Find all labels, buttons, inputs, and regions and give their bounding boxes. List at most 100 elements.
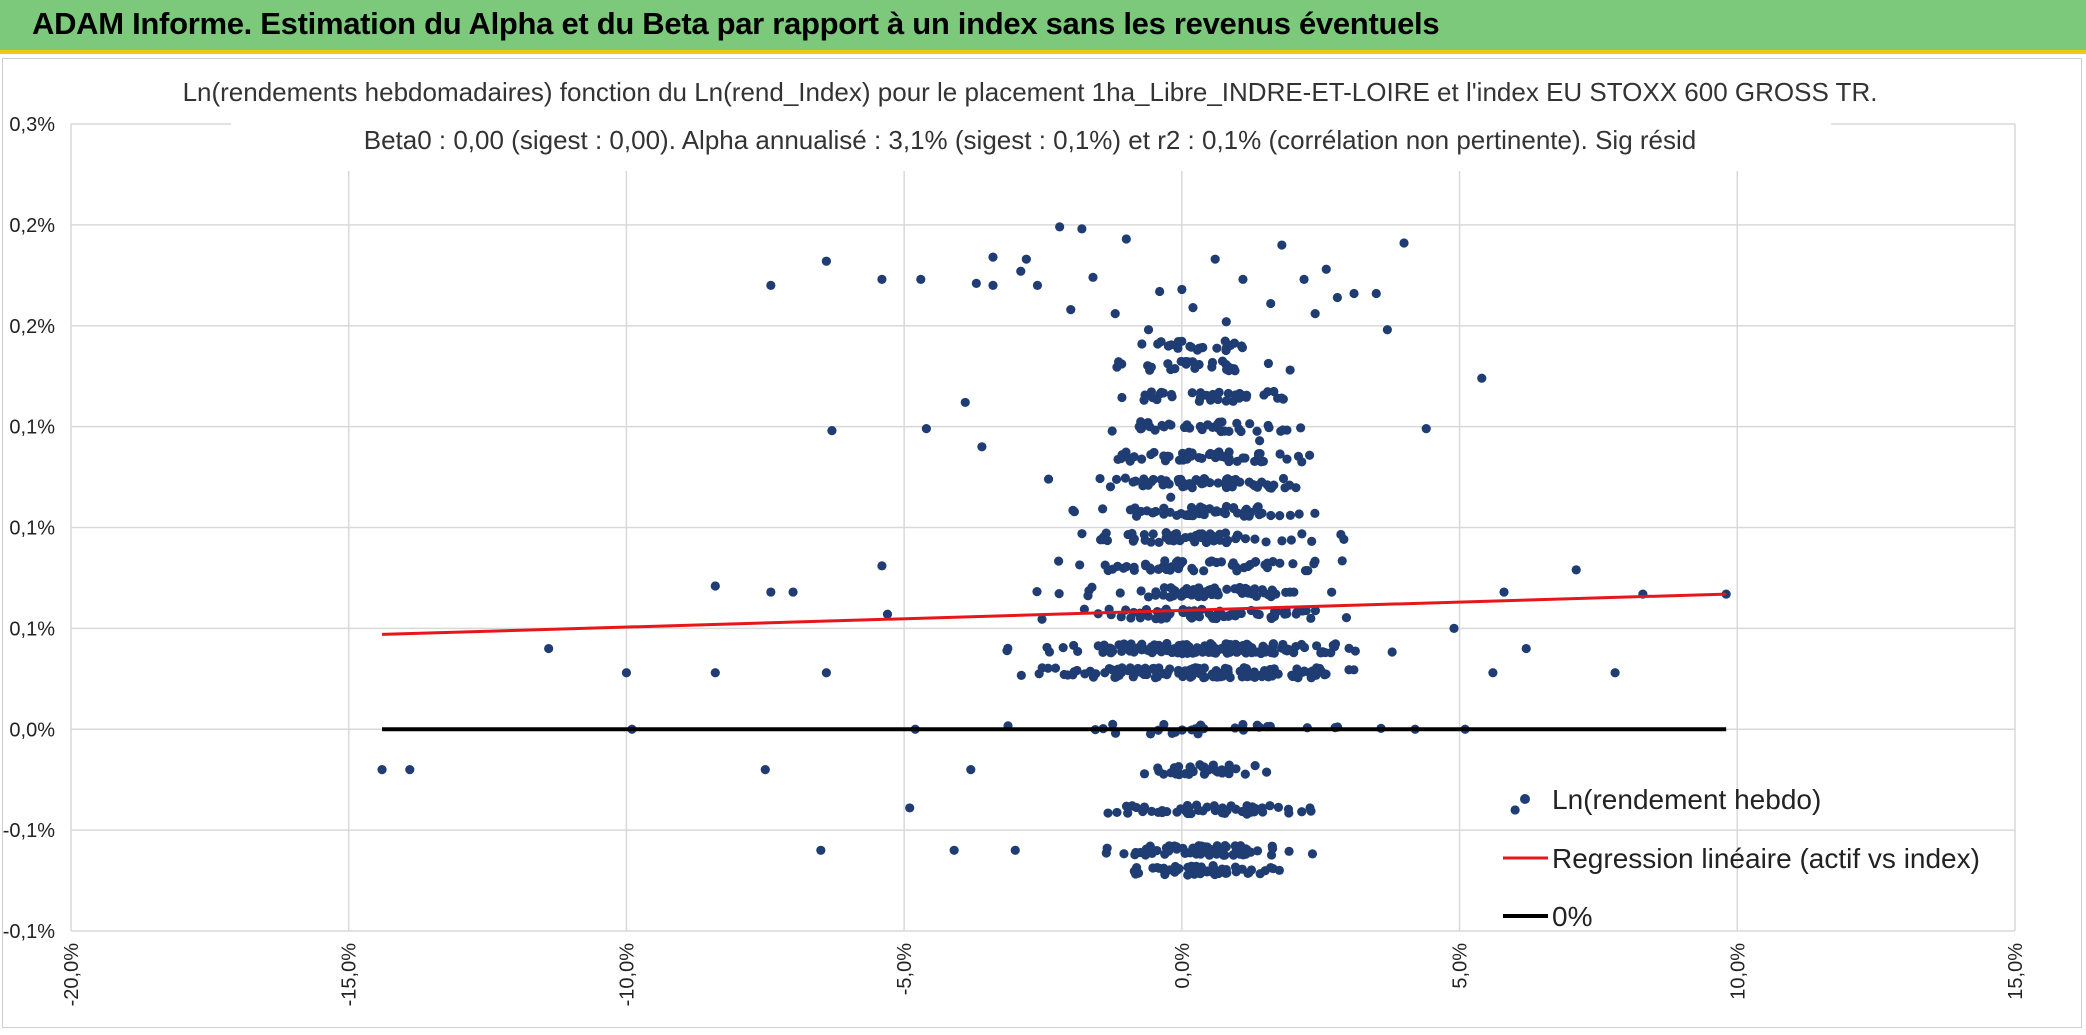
- data-point: [1284, 808, 1294, 818]
- data-point: [1208, 861, 1218, 871]
- data-point: [1266, 613, 1277, 624]
- data-point: [1055, 222, 1065, 232]
- data-point: [1307, 849, 1318, 859]
- data-point: [1113, 561, 1123, 571]
- data-point: [1210, 507, 1220, 517]
- data-point: [1185, 848, 1195, 858]
- data-point: [1054, 556, 1064, 566]
- x-tick-label: -20,0%: [61, 943, 83, 1007]
- data-point: [1239, 563, 1249, 573]
- chart-lines: [381, 592, 1727, 732]
- data-point: [827, 426, 837, 436]
- data-point: [1150, 425, 1160, 435]
- y-tick-label: 0,2%: [9, 316, 55, 338]
- data-point: [1125, 646, 1135, 656]
- y-tick-label: 0,1%: [9, 618, 55, 640]
- data-point: [1123, 808, 1133, 818]
- data-point: [1282, 425, 1292, 435]
- data-point: [1236, 426, 1246, 437]
- data-point: [971, 278, 981, 288]
- data-point: [1174, 534, 1184, 544]
- data-point: [710, 668, 720, 678]
- data-point: [1310, 508, 1320, 518]
- y-tick-label: 0,1%: [9, 417, 55, 439]
- data-point: [1190, 505, 1200, 515]
- data-point: [1235, 477, 1245, 487]
- data-point: [1255, 436, 1265, 446]
- data-point: [1166, 389, 1177, 400]
- data-point: [1288, 559, 1298, 569]
- data-point: [1245, 419, 1255, 429]
- data-point: [1139, 530, 1149, 540]
- data-point: [1321, 264, 1331, 274]
- data-point: [816, 845, 826, 855]
- data-point: [1242, 809, 1252, 819]
- data-point: [1313, 666, 1323, 677]
- data-point: [1297, 529, 1307, 539]
- data-point: [1146, 537, 1156, 547]
- data-point: [1157, 420, 1167, 431]
- data-point: [1310, 606, 1320, 616]
- data-point: [1131, 511, 1142, 521]
- data-point: [1208, 613, 1218, 623]
- x-tick-label: 5,0%: [1450, 943, 1472, 989]
- data-point: [1167, 647, 1177, 658]
- data-point: [1149, 447, 1159, 458]
- data-point: [1242, 801, 1252, 811]
- data-point: [1162, 806, 1172, 817]
- data-point: [1231, 804, 1241, 814]
- data-point: [1088, 272, 1098, 282]
- data-point: [1240, 534, 1251, 544]
- data-point: [1170, 363, 1180, 374]
- data-point: [1187, 388, 1197, 398]
- data-point: [1217, 844, 1227, 855]
- data-point: [1185, 341, 1195, 351]
- data-point: [1213, 394, 1223, 405]
- data-point: [1199, 566, 1209, 576]
- data-point: [1236, 390, 1247, 400]
- data-point: [1349, 665, 1359, 675]
- data-point: [1510, 805, 1520, 815]
- data-point: [1263, 358, 1274, 369]
- data-point: [1286, 535, 1296, 545]
- data-point: [1237, 343, 1248, 353]
- data-point: [1221, 359, 1231, 370]
- data-point: [1116, 453, 1126, 464]
- data-point: [1212, 590, 1222, 600]
- data-point: [1088, 672, 1099, 682]
- data-point: [1128, 477, 1138, 487]
- data-point: [1256, 457, 1266, 467]
- data-point: [1177, 647, 1187, 657]
- data-point: [1143, 592, 1154, 602]
- data-point: [766, 280, 776, 290]
- data-point: [1143, 325, 1154, 335]
- data-point: [1268, 639, 1278, 649]
- data-point: [1217, 643, 1227, 654]
- data-point: [1108, 719, 1118, 729]
- data-point: [1205, 529, 1215, 539]
- data-point: [1155, 286, 1165, 297]
- data-point: [1273, 802, 1284, 812]
- data-point: [710, 581, 720, 591]
- data-point: [1280, 645, 1290, 655]
- data-point: [1225, 340, 1236, 350]
- data-point: [405, 765, 415, 775]
- x-tick-label: -15,0%: [339, 943, 361, 1007]
- data-point: [1166, 492, 1176, 502]
- data-point: [1126, 639, 1136, 649]
- data-point: [1610, 668, 1620, 678]
- data-point: [988, 252, 998, 262]
- data-point: [1329, 642, 1340, 652]
- data-point: [1248, 588, 1259, 598]
- data-point: [1186, 861, 1197, 871]
- data-point: [1212, 343, 1222, 353]
- data-point: [1080, 669, 1090, 679]
- data-point: [1220, 806, 1230, 816]
- data-point: [1210, 254, 1220, 264]
- data-point: [1253, 502, 1263, 512]
- data-point: [1103, 565, 1113, 576]
- data-point: [960, 397, 970, 408]
- data-point: [1098, 535, 1108, 545]
- data-point: [1172, 510, 1182, 521]
- data-point: [1068, 505, 1078, 515]
